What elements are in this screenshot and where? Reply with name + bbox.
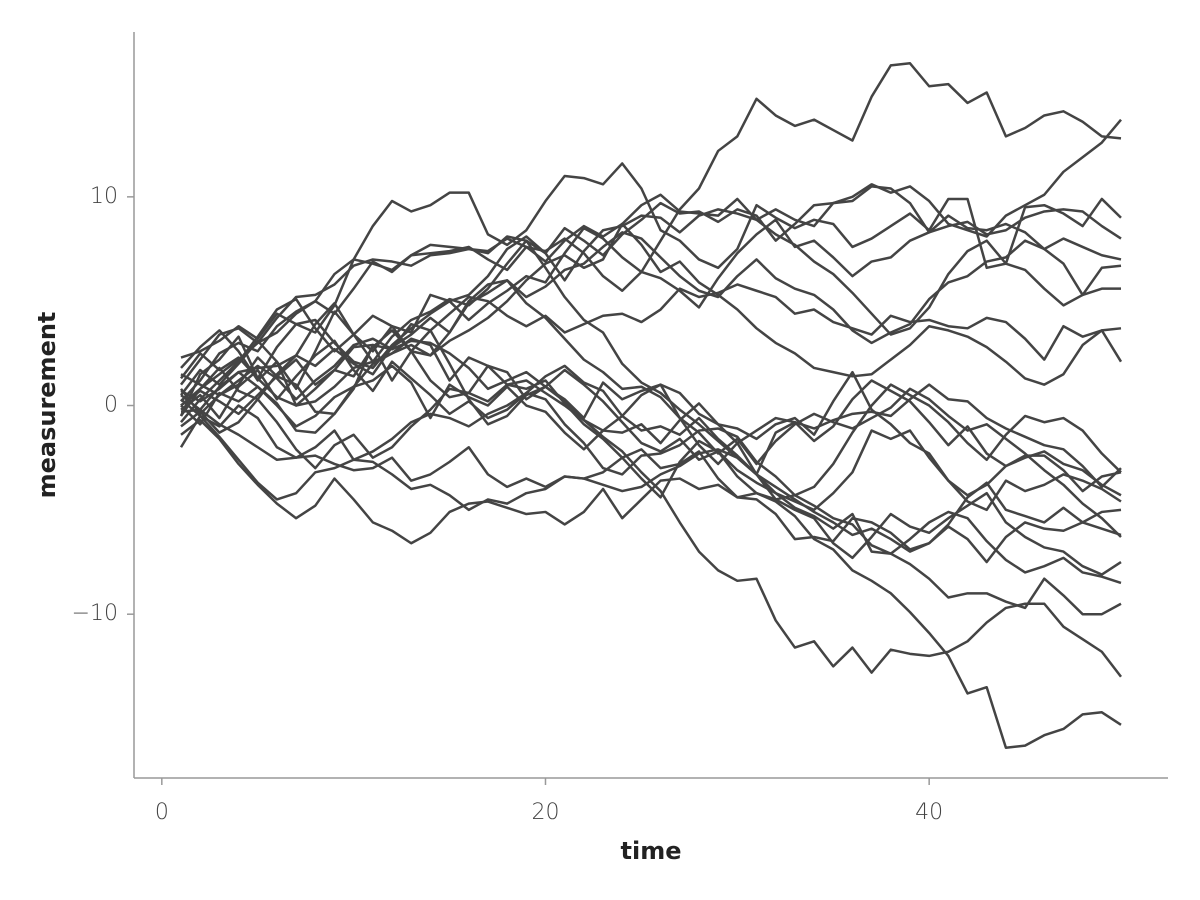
y-tick-label: 10 — [90, 184, 118, 209]
x-tick-label: 20 — [531, 800, 559, 825]
series-line — [179, 162, 1122, 417]
series-line — [180, 418, 1122, 564]
series-line — [180, 214, 1122, 396]
x-axis-title: time — [621, 837, 682, 865]
series-line — [179, 231, 1121, 417]
series-line — [180, 329, 1122, 749]
series-line — [180, 185, 1122, 403]
series-line — [180, 337, 1122, 576]
y-tick-label: −10 — [72, 601, 118, 626]
series-line — [180, 356, 1122, 512]
y-axis-title: measurement — [33, 312, 61, 499]
series-line — [180, 222, 1123, 407]
series-line — [180, 279, 1122, 538]
series-line — [180, 339, 1122, 489]
series-line — [180, 239, 1122, 512]
series-line — [180, 379, 1122, 553]
series-line — [180, 398, 1122, 585]
x-tick-label: 0 — [155, 800, 169, 825]
series-line — [180, 383, 1122, 497]
y-tick-label: 0 — [104, 393, 118, 418]
series-line — [180, 118, 1122, 386]
x-tick-label: 40 — [915, 800, 943, 825]
series-line — [180, 283, 1122, 401]
series-line — [180, 339, 1122, 678]
